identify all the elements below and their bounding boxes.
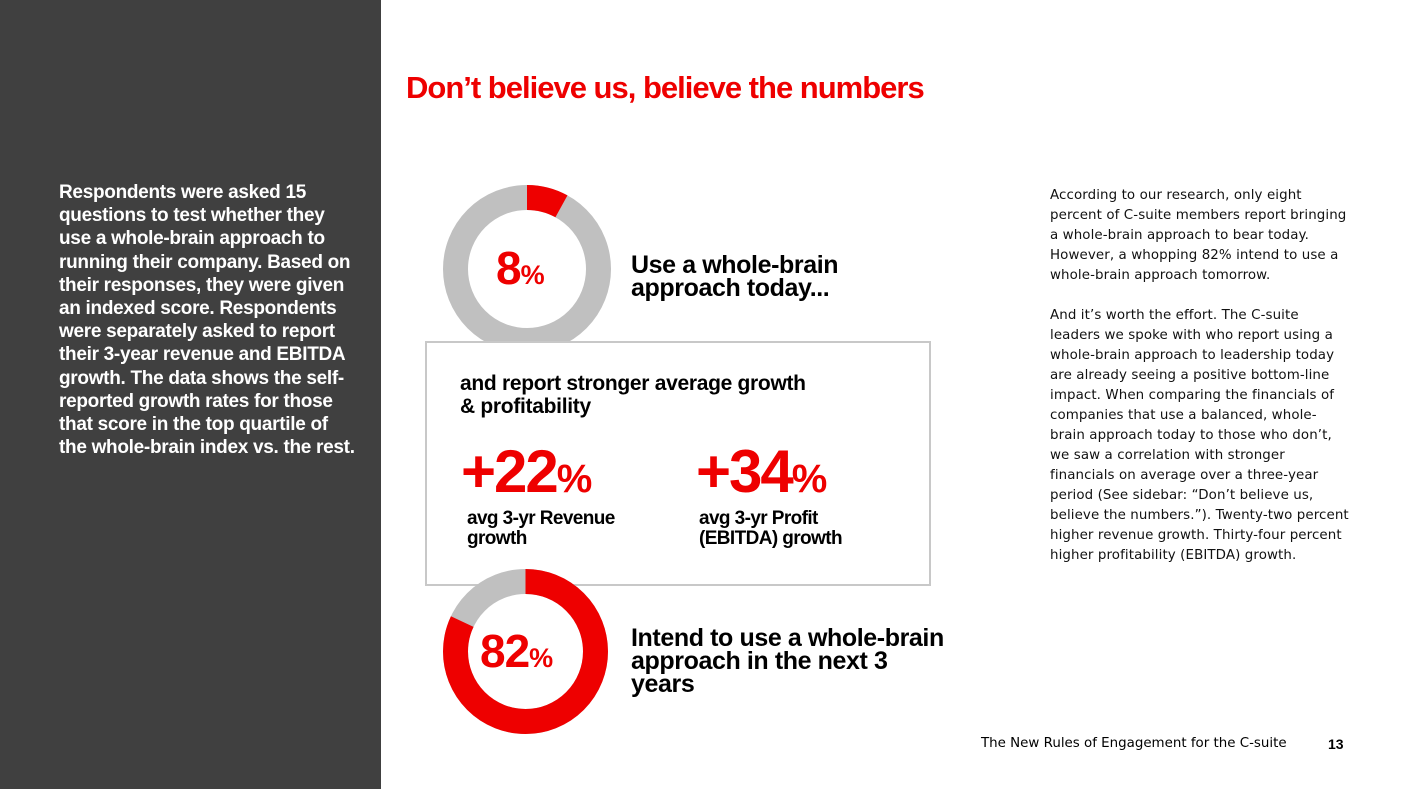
- donut-arc-today: [443, 185, 611, 353]
- growth-box-heading: and report stronger average growth & pro…: [460, 372, 806, 418]
- stat-label-today: Use a whole-brain approach today...: [631, 251, 839, 302]
- body-paragraph-2: And it’s worth the effort. The C-suite l…: [1050, 308, 1349, 563]
- body-copy: According to our research, only eight pe…: [1050, 186, 1350, 566]
- sidebar-methodology-text: Respondents were asked 15 questions to t…: [59, 182, 355, 459]
- donut-chart-today: [443, 185, 611, 353]
- page-number: 13: [1328, 736, 1344, 752]
- stat-value-today: 8%: [496, 242, 545, 294]
- donut-chart-future: [443, 569, 608, 734]
- profit-growth-label: avg 3-yr Profit (EBITDA) growth: [699, 508, 843, 549]
- stat-label-future: Intend to use a whole-brain approach in …: [631, 624, 944, 698]
- donut-arc-future: [443, 569, 608, 734]
- sidebar-panel: Respondents were asked 15 questions to t…: [0, 0, 381, 789]
- footer-report-title: The New Rules of Engagement for the C-su…: [981, 736, 1287, 751]
- growth-box: and report stronger average growth & pro…: [425, 341, 931, 586]
- stat-value-future: 82%: [480, 625, 553, 677]
- revenue-growth-label: avg 3-yr Revenue growth: [467, 508, 615, 549]
- revenue-growth-value: +22%: [461, 438, 592, 505]
- body-paragraph-1: According to our research, only eight pe…: [1050, 188, 1347, 283]
- profit-growth-value: +34%: [696, 438, 827, 505]
- page-title: Don’t believe us, believe the numbers: [406, 70, 925, 105]
